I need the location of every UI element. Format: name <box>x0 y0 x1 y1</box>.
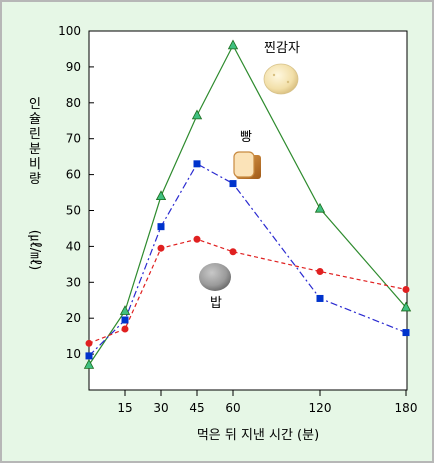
y-tick-label: 40 <box>66 239 81 253</box>
x-tick-label: 45 <box>189 401 204 415</box>
series-label-rice: 밥 <box>210 296 222 311</box>
rice-picture <box>199 263 231 291</box>
data-point <box>85 352 93 360</box>
data-point <box>121 325 129 333</box>
data-point <box>229 180 237 188</box>
data-point <box>314 202 326 213</box>
x-axis: 15 30 45 60 120 180 <box>117 390 417 415</box>
steamed-potato-picture <box>263 63 299 95</box>
y-tick-label: 30 <box>66 275 81 289</box>
x-tick-label: 60 <box>225 401 240 415</box>
series-label-bread: 빵 <box>240 130 252 145</box>
y-tick-label: 70 <box>66 132 81 146</box>
y-tick-label: 100 <box>58 24 81 38</box>
series-markers <box>83 39 412 369</box>
y-axis: 10 20 30 40 50 60 70 80 90 100 <box>58 24 94 361</box>
data-point <box>193 235 201 243</box>
x-tick-label: 15 <box>117 401 132 415</box>
data-point <box>191 109 203 120</box>
data-point <box>316 268 324 276</box>
x-tick-label: 180 <box>395 401 418 415</box>
y-tick-label: 10 <box>66 347 81 361</box>
data-point <box>155 190 167 201</box>
plot-area <box>88 30 408 391</box>
x-tick-label: 30 <box>153 401 168 415</box>
data-point <box>316 294 324 302</box>
series-label-potato: 찐감자 <box>264 41 300 56</box>
data-point <box>402 329 410 337</box>
data-point <box>227 39 239 50</box>
data-point <box>121 316 129 324</box>
data-point <box>85 339 93 347</box>
y-tick-label: 90 <box>66 60 81 74</box>
data-point <box>157 223 165 231</box>
data-point <box>402 285 410 293</box>
y-tick-label: 20 <box>66 311 81 325</box>
bread-picture <box>233 151 261 179</box>
data-point <box>193 160 201 168</box>
y-tick-label: 60 <box>66 168 81 182</box>
x-axis-label: 먹은 뒤 지낸 시간 (분) <box>197 428 319 443</box>
data-point <box>400 301 412 312</box>
y-axis-unit: (㎕/㎖) <box>27 230 42 271</box>
data-point <box>83 359 95 369</box>
y-tick-label: 80 <box>66 96 81 110</box>
data-point <box>119 305 131 315</box>
x-tick-label: 120 <box>309 401 332 415</box>
data-point <box>157 244 165 252</box>
y-tick-label: 50 <box>66 204 81 218</box>
data-point <box>229 248 237 256</box>
